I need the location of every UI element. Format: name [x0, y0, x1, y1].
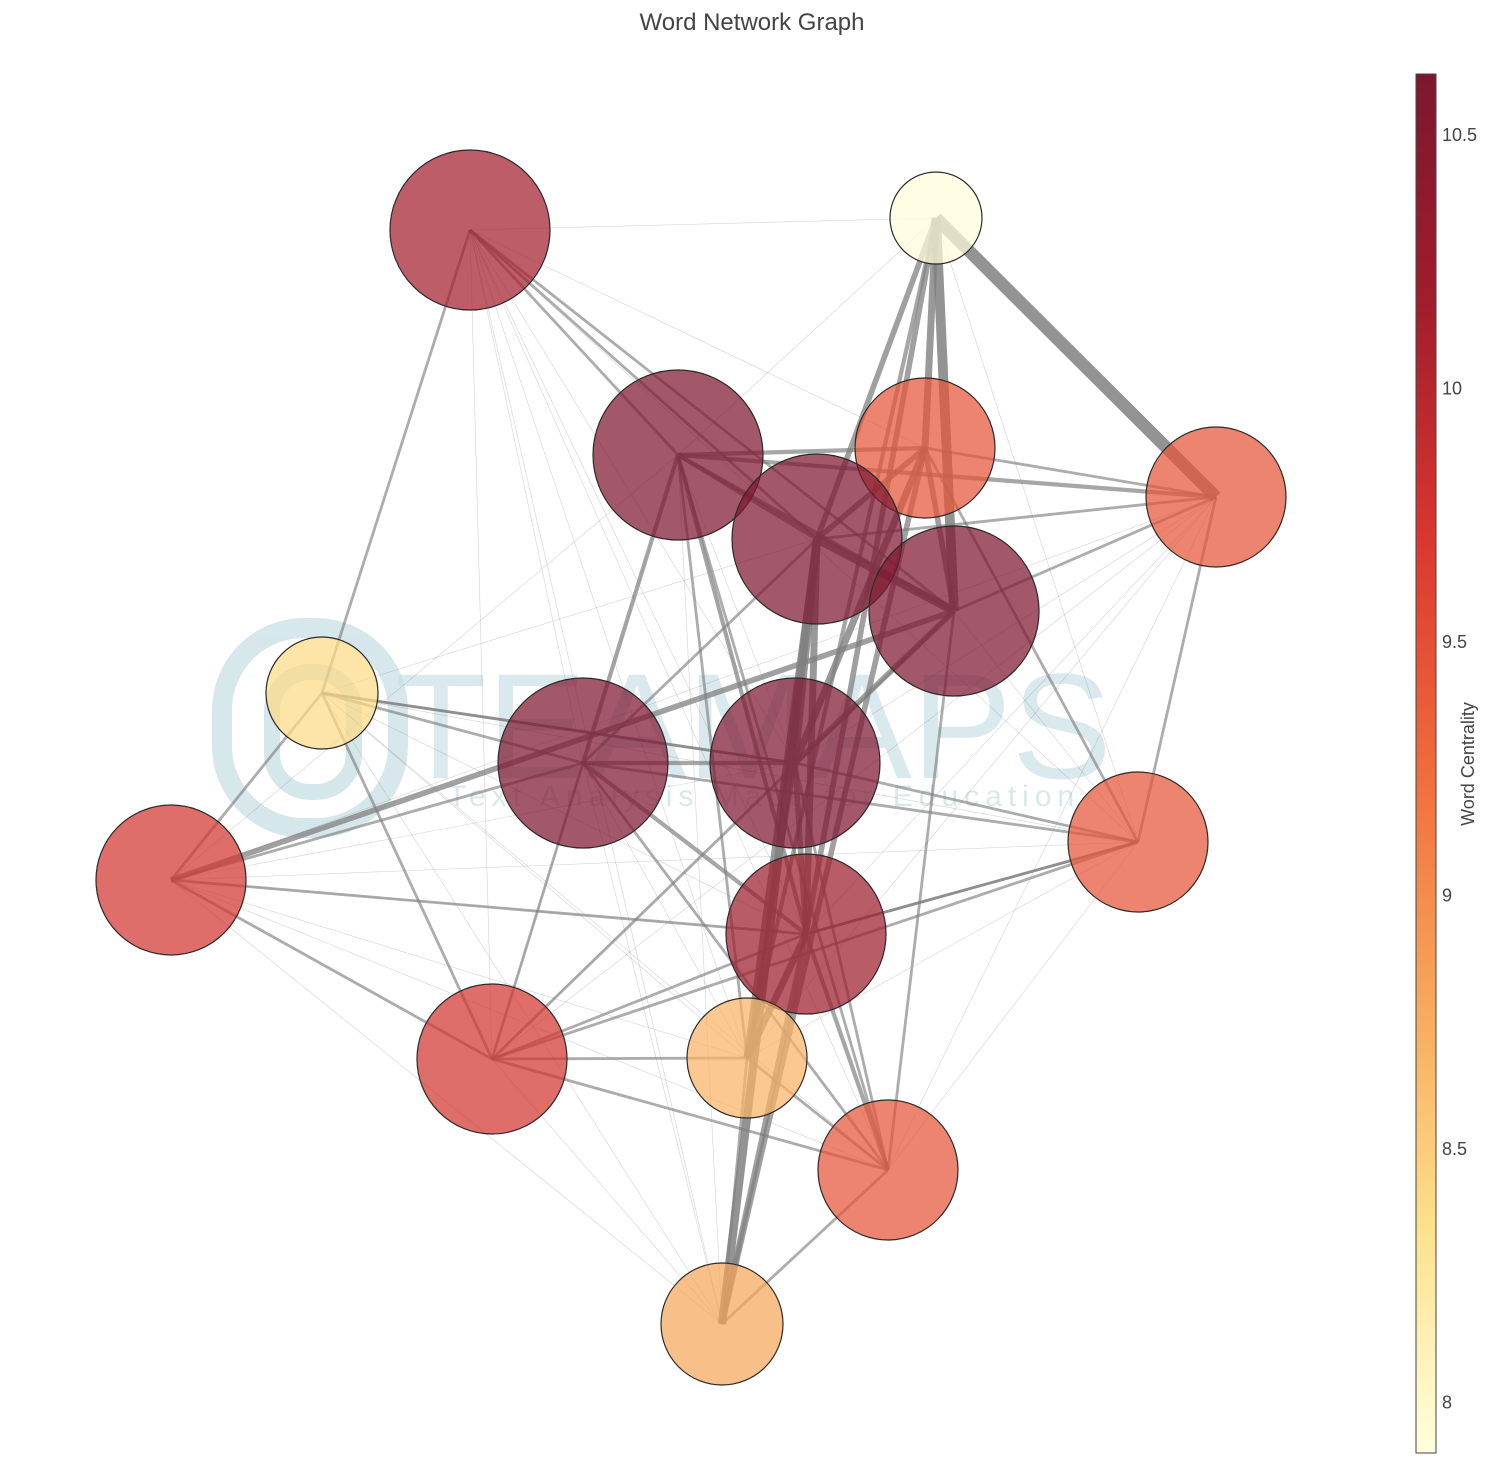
- network-edge: [582, 762, 723, 1325]
- network-edge: [469, 229, 493, 1060]
- colorbar-gradient: [1415, 73, 1437, 1454]
- colorbar-tick-label: 10: [1442, 378, 1462, 398]
- network-edge: [469, 229, 926, 449]
- network-edge: [491, 609, 955, 1061]
- network-edge: [321, 538, 818, 694]
- network-edge: [170, 496, 1217, 881]
- network-edge: [170, 879, 748, 1059]
- colorbar-tick-label: 9: [1442, 885, 1452, 905]
- network-node[interactable]: [1067, 771, 1209, 913]
- chart-title: Word Network Graph: [640, 9, 865, 36]
- colorbar-ticks: 8 8.5 9 9.5 10 10.5: [1442, 125, 1477, 1412]
- network-node[interactable]: [389, 149, 551, 311]
- network-edge: [935, 217, 1139, 843]
- network-edge: [469, 229, 584, 764]
- network-node[interactable]: [868, 525, 1040, 697]
- network-node[interactable]: [1145, 426, 1287, 568]
- network-edge: [805, 496, 1217, 935]
- network-node[interactable]: [817, 1099, 959, 1241]
- network-edge: [170, 841, 1139, 881]
- nodes-layer: [95, 149, 1287, 1386]
- network-node[interactable]: [592, 369, 764, 541]
- colorbar-tick-label: 9.5: [1442, 632, 1467, 652]
- network-node[interactable]: [686, 997, 808, 1119]
- network-node[interactable]: [265, 636, 379, 750]
- network-edge: [886, 610, 956, 1171]
- network-node[interactable]: [725, 853, 887, 1015]
- colorbar: 8 8.5 9 9.5 10 10.5 Word Centrality: [1415, 73, 1478, 1454]
- network-node[interactable]: [889, 171, 983, 265]
- network-edge: [170, 454, 679, 881]
- colorbar-tick-label: 8: [1442, 1392, 1452, 1412]
- network-edge: [170, 762, 796, 881]
- colorbar-tick-label: 8.5: [1442, 1139, 1467, 1159]
- network-edge: [887, 496, 1217, 1171]
- network-edge: [170, 878, 807, 936]
- network-node[interactable]: [660, 1262, 784, 1386]
- network-edge: [746, 841, 1139, 1059]
- network-node[interactable]: [497, 677, 669, 849]
- network-node[interactable]: [416, 983, 568, 1135]
- network-node[interactable]: [854, 377, 996, 519]
- colorbar-tick-label: 10.5: [1442, 125, 1477, 145]
- network-node[interactable]: [731, 453, 903, 625]
- colorbar-title: Word Centrality: [1458, 702, 1478, 826]
- network-node[interactable]: [709, 677, 881, 849]
- network-edge: [677, 454, 723, 1325]
- network-edge: [320, 229, 472, 694]
- network-node[interactable]: [95, 804, 247, 956]
